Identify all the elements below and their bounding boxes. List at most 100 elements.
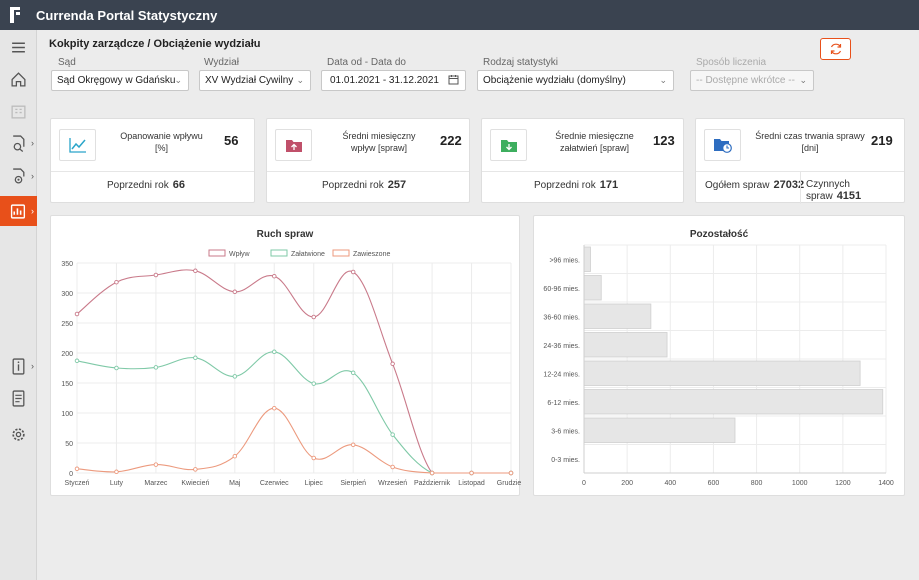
data-point — [350, 269, 356, 275]
data-point — [193, 268, 198, 274]
x-tick-label: 1200 — [835, 480, 851, 487]
kpi-card-coverage: Opanowanie wpływu [%] 56 Poprzedni rok 66 — [50, 118, 255, 203]
data-point — [153, 272, 159, 278]
y-tick-label: 350 — [61, 261, 73, 268]
legend-swatch — [270, 249, 288, 257]
x-tick-label: Marzec — [144, 480, 167, 487]
data-point — [311, 455, 316, 461]
data-point — [272, 405, 277, 411]
x-tick-label: 0 — [582, 480, 586, 487]
y-tick-label: 0-3 mies. — [551, 457, 580, 464]
y-tick-label: 0 — [69, 471, 73, 478]
data-point — [272, 349, 277, 355]
data-point — [508, 470, 514, 476]
kpi-card-avg-resolved: Średnie miesięczne załatwień [spraw] 123… — [481, 118, 684, 203]
kpi-label: Średni czas trwania sprawy [dni] — [755, 131, 865, 153]
data-point — [390, 361, 395, 367]
data-point — [311, 314, 316, 320]
date-range-value: 01.01.2021 - 31.12.2021 — [330, 75, 439, 86]
kpi-value: 123 — [653, 133, 675, 148]
top-bar: Currenda Portal Statystyczny — [0, 0, 919, 30]
x-tick-label: Czerwiec — [260, 480, 289, 487]
backlog-chart-panel: Pozostałość 0 200 400 600 800 1000 1200 1400 >96… — [533, 215, 905, 496]
y-tick-label: 6-12 mies. — [547, 400, 580, 407]
kpi-value: 56 — [224, 133, 239, 148]
legend-label: Załatwione — [291, 251, 325, 258]
data-point — [114, 469, 119, 475]
kpi-previous-year: Poprzedni rok 66 — [107, 179, 185, 191]
data-point — [232, 453, 238, 459]
data-point — [390, 464, 395, 470]
legend-swatch — [332, 249, 350, 257]
settings-document-icon[interactable]: › — [0, 161, 37, 191]
report-document-icon[interactable] — [0, 383, 37, 413]
chevron-right-icon: › — [31, 361, 34, 371]
menu-icon[interactable] — [0, 32, 37, 62]
chevron-down-icon: ⌄ — [659, 75, 667, 85]
line-chart-icon — [59, 129, 96, 161]
x-tick-label: Maj — [229, 480, 241, 487]
app-title: Currenda Portal Statystyczny — [36, 7, 218, 23]
stat-type-select[interactable]: Obciążenie wydziału (domyślny) ⌄ — [477, 70, 674, 91]
x-tick-label: 800 — [751, 480, 763, 487]
y-tick-label: 250 — [61, 321, 73, 328]
chart-title: Ruch spraw — [256, 229, 314, 240]
data-point — [193, 355, 198, 361]
data-point — [193, 467, 198, 472]
kpi-total-cases: Ogółem spraw 27032 — [705, 179, 805, 191]
series-line — [76, 407, 511, 474]
calc-method-value: -- Dostępne wkrótce -- — [696, 75, 795, 86]
kpi-card-avg-duration: Średni czas trwania sprawy [dni] 219 Ogó… — [695, 118, 905, 204]
data-point — [232, 289, 238, 295]
data-point — [429, 470, 435, 476]
chevron-right-icon: › — [31, 171, 34, 181]
data-point — [153, 365, 159, 370]
y-tick-label: 150 — [61, 381, 73, 388]
data-point — [232, 374, 238, 379]
y-tick-label: 36-60 mies. — [543, 314, 580, 321]
data-point — [272, 273, 277, 279]
breadcrumb: Kokpity zarządcze / Obciążenie wydziału — [49, 38, 261, 50]
y-tick-label: 60-96 mies. — [543, 286, 580, 293]
divider — [267, 171, 469, 172]
legend-label: Wpływ — [229, 251, 251, 258]
dashboard-chart-icon[interactable]: › — [0, 196, 37, 226]
building-icon — [0, 96, 37, 126]
x-tick-label: 600 — [708, 480, 720, 487]
data-point — [153, 462, 159, 467]
chevron-right-icon: › — [31, 138, 34, 148]
bar — [583, 275, 602, 301]
kpi-previous-year: Poprzedni rok 257 — [322, 179, 407, 191]
bar — [583, 389, 884, 415]
x-tick-label: 400 — [664, 480, 676, 487]
info-document-icon[interactable]: › — [0, 351, 37, 381]
folder-upload-icon — [275, 129, 312, 161]
data-point — [350, 442, 356, 448]
gear-icon[interactable] — [0, 419, 37, 449]
series-line — [76, 351, 511, 474]
kpi-label: Opanowanie wpływu [%] — [120, 131, 203, 153]
kpi-label: Średni miesięczny wpływ [spraw] — [342, 131, 416, 153]
calc-method-label: Sposób liczenia — [696, 57, 767, 68]
court-select[interactable]: Sąd Okręgowy w Gdańsku ⌄ — [51, 70, 189, 91]
chevron-right-icon: › — [31, 206, 34, 216]
case-flow-chart: 0 50 100 150 200 250 300 350 Styczeń Luty Marzec Kw… — [61, 249, 521, 487]
data-point — [311, 381, 316, 386]
folder-download-icon — [490, 129, 527, 161]
calendar-icon[interactable] — [448, 74, 459, 88]
data-point — [114, 365, 119, 371]
search-document-icon[interactable]: › — [0, 128, 37, 158]
refresh-button[interactable] — [820, 38, 851, 60]
x-tick-label: Kwiecień — [181, 480, 209, 487]
divider — [51, 171, 254, 172]
home-icon[interactable] — [0, 64, 37, 94]
bar — [583, 417, 736, 443]
chart-title: Pozostałość — [689, 229, 749, 240]
department-select[interactable]: XV Wydział Cywilny ⌄ — [199, 70, 311, 91]
y-tick-label: 100 — [61, 411, 73, 418]
currenda-logo-icon[interactable] — [0, 0, 30, 30]
date-range-input[interactable]: 01.01.2021 - 31.12.2021 — [321, 70, 466, 91]
data-point — [74, 358, 80, 364]
refresh-icon — [830, 43, 841, 55]
x-tick-label: Lipiec — [305, 480, 324, 487]
